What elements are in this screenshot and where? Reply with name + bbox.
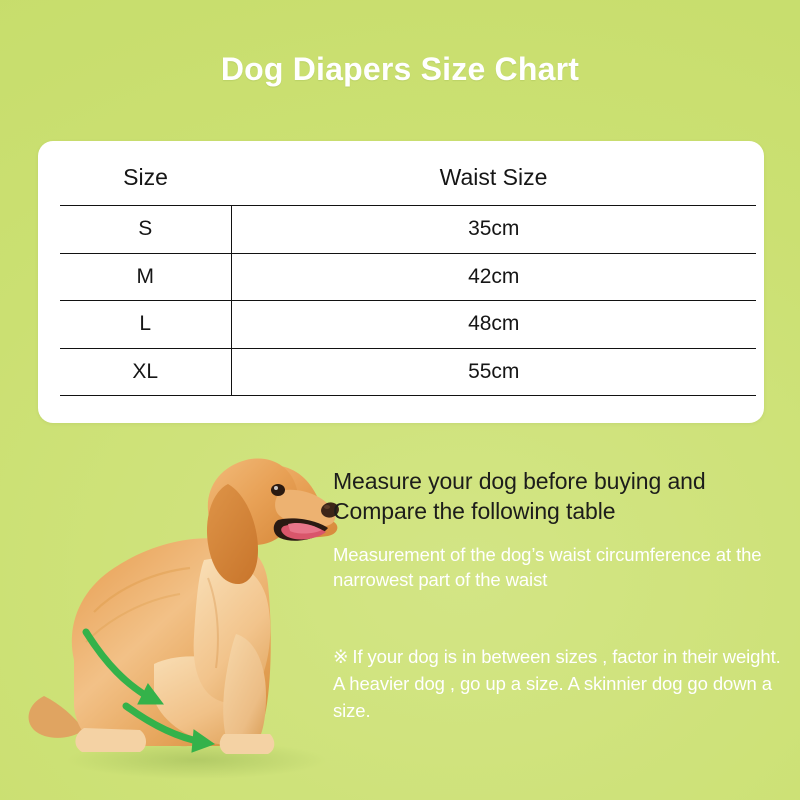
size-table-card: Size Waist Size S 35cm M 42cm L 48cm: [38, 141, 764, 423]
reference-mark-icon: ※: [333, 646, 349, 667]
note-text: If your dog is in between sizes , factor…: [333, 646, 781, 721]
note-block: ※ If your dog is in between sizes , facto…: [333, 643, 785, 724]
instruction-subline: Measurement of the dog’s waist circumfer…: [333, 544, 762, 590]
column-header-waist-size: Waist Size: [439, 163, 548, 190]
column-header-size: Size: [123, 163, 168, 190]
cell-size: S: [60, 205, 232, 253]
cell-size: L: [60, 300, 232, 348]
waist-arrow-upper: [82, 628, 164, 705]
page-title: Dog Diapers Size Chart: [220, 51, 580, 87]
cell-waist-size: 42cm: [231, 252, 756, 301]
table-row: L 48cm: [60, 300, 756, 348]
dog-illustration: Golden retriever sitting in profile faci…: [22, 428, 352, 788]
cell-waist-size: 55cm: [231, 347, 756, 396]
table-header-row: Size Waist Size: [60, 149, 756, 206]
waist-arrow-lower: [122, 702, 216, 753]
cell-waist-size: 48cm: [231, 300, 756, 348]
cell-size: M: [60, 252, 232, 301]
cell-size: XL: [60, 347, 232, 396]
table-row: S 35cm: [60, 205, 756, 253]
size-table: Size Waist Size S 35cm M 42cm L 48cm: [60, 149, 756, 396]
table-row: M 42cm: [60, 252, 756, 301]
instruction-headline: Measure your dog before buying and Compa…: [333, 468, 706, 525]
cell-waist-size: 35cm: [231, 205, 756, 253]
table-row: XL 55cm: [60, 347, 756, 396]
